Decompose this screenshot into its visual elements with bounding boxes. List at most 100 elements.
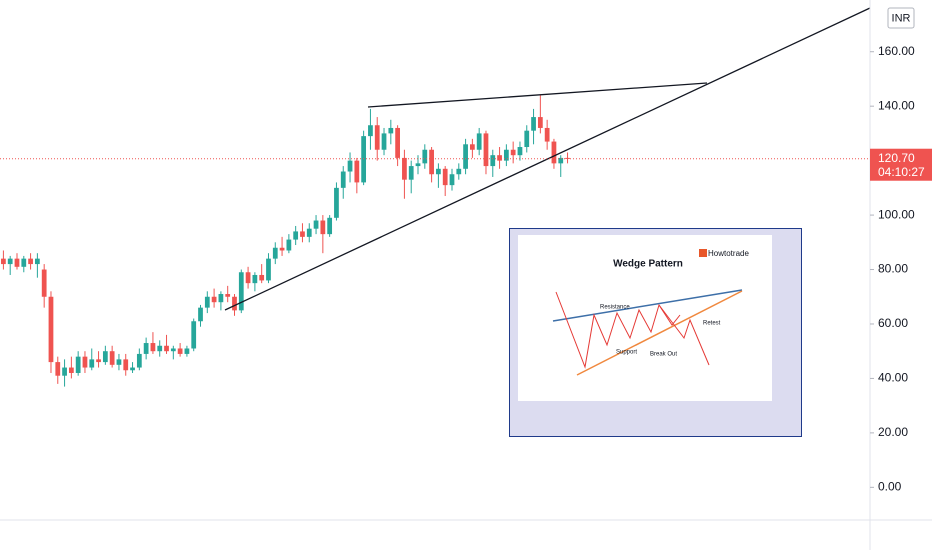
candle-body xyxy=(89,359,95,368)
candle-body xyxy=(225,294,231,297)
y-tick-label: 60.00 xyxy=(878,316,908,330)
inset-breakout xyxy=(658,304,710,366)
inset-support xyxy=(576,290,743,376)
x-tick-label: Oct xyxy=(239,527,258,541)
candle-body xyxy=(62,367,67,376)
x-tick-label: Apr xyxy=(769,527,788,541)
candle-body xyxy=(510,149,516,156)
candle-body xyxy=(211,296,217,303)
candle-body xyxy=(130,367,135,371)
candle-body xyxy=(177,348,183,354)
candles xyxy=(1,95,570,387)
y-tick-label: 100.00 xyxy=(878,207,915,221)
candle-body xyxy=(96,359,101,363)
candle-body xyxy=(470,144,475,150)
candle-body xyxy=(415,163,421,167)
candle-body xyxy=(116,359,122,365)
candle-body xyxy=(204,296,210,308)
y-tick-label: 20.00 xyxy=(878,425,908,439)
x-axis-labels: Apr Jul Oct 2021 Apr Jul Oct 2022 Apr Jul xyxy=(62,527,874,541)
x-tick-label: Oct xyxy=(592,527,611,541)
candle-body xyxy=(238,272,244,311)
x-tick-label: Apr xyxy=(62,527,81,541)
currency-box[interactable] xyxy=(887,7,915,29)
candle-body xyxy=(232,296,237,311)
candle-body xyxy=(381,133,387,150)
inset-picture xyxy=(518,235,772,401)
candle-body xyxy=(68,367,74,373)
countdown: 04:10:27 xyxy=(878,165,925,179)
candle-body xyxy=(48,296,54,363)
candle-body xyxy=(272,247,278,259)
inset-support-label: Support xyxy=(616,350,637,356)
y-tick-label: 140.00 xyxy=(878,98,915,112)
candle-body xyxy=(245,272,251,284)
candle-body xyxy=(150,343,156,352)
candle-body xyxy=(279,247,285,251)
candle-body xyxy=(517,147,523,156)
candle-body xyxy=(41,269,47,297)
candle-body xyxy=(82,356,88,368)
candle-body xyxy=(483,133,489,167)
x-tick-label: 2021 xyxy=(323,527,350,541)
candle-body xyxy=(75,356,81,373)
y-tick-label: 40.00 xyxy=(878,371,908,385)
candle-body xyxy=(476,133,482,150)
support-trendline xyxy=(224,7,870,311)
candle-body xyxy=(395,127,400,158)
y-tick-label: 0.00 xyxy=(878,480,902,494)
candle-body xyxy=(463,144,468,169)
candle-body xyxy=(14,258,20,267)
candle-body xyxy=(35,258,40,265)
candle-body xyxy=(361,136,367,183)
candle-body xyxy=(266,258,271,281)
candle-body xyxy=(136,353,142,368)
candle-body xyxy=(28,258,33,265)
last-price-label: 120.70 xyxy=(878,151,915,165)
candle-body xyxy=(306,228,312,237)
candle-body xyxy=(143,343,149,354)
candle-body xyxy=(259,274,265,281)
candle-body xyxy=(388,127,394,134)
candle-body xyxy=(218,294,224,303)
candle-body xyxy=(558,157,564,164)
candle-body xyxy=(347,160,353,172)
candle-body xyxy=(442,168,448,186)
candle-body xyxy=(537,117,543,128)
brand-logo xyxy=(699,249,707,257)
candle-body xyxy=(340,171,346,188)
candle-body xyxy=(422,149,428,164)
candle-body xyxy=(544,127,550,142)
inset-brand: Howtotrade xyxy=(708,249,749,258)
candle-body xyxy=(293,231,299,240)
candle-body xyxy=(524,130,530,148)
x-tick-label: Jul xyxy=(859,527,874,541)
candle-body xyxy=(368,125,373,137)
inset-resistance xyxy=(552,289,743,322)
candle-body xyxy=(449,174,455,186)
y-tick-label: 160.00 xyxy=(878,44,915,58)
candle-body xyxy=(313,220,319,229)
candle-body xyxy=(184,348,190,354)
candle-body xyxy=(456,168,462,175)
last-price-box xyxy=(870,148,932,181)
inset-title: Wedge Pattern xyxy=(613,259,683,270)
inset-retest-label: Retest xyxy=(703,321,721,327)
candle-body xyxy=(164,345,169,352)
candle-body xyxy=(374,125,380,150)
x-tick-label: Apr xyxy=(415,527,434,541)
candle-body xyxy=(300,231,305,237)
candle-body xyxy=(191,321,197,349)
candle-body xyxy=(286,239,292,251)
candle-body xyxy=(21,258,27,267)
y-tick-label: 80.00 xyxy=(878,262,908,276)
candle-body xyxy=(157,345,163,352)
inset-zigzag xyxy=(555,291,681,369)
candle-body xyxy=(490,155,496,167)
candle-body xyxy=(408,166,414,180)
candle-body xyxy=(354,160,360,183)
candle-body xyxy=(402,157,407,180)
candle-body xyxy=(503,149,509,161)
currency: INR xyxy=(892,12,911,24)
